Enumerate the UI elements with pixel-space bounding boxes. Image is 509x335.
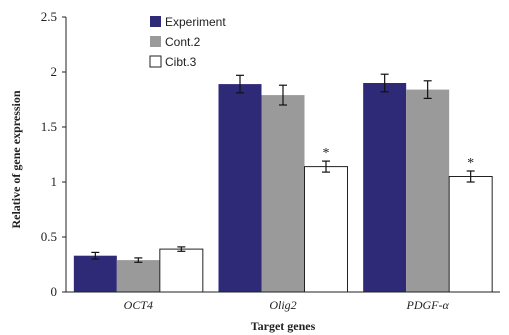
legend-swatch: [149, 55, 162, 68]
x-category-label: PDGF-α: [406, 298, 450, 312]
bar-cibt-3-1: [304, 166, 348, 293]
y-tick-label: 1: [51, 174, 58, 189]
legend-swatch: [150, 36, 161, 47]
bar-cont-2-2: [406, 89, 450, 292]
legend-swatch: [150, 16, 161, 27]
bar-cont-2-1: [261, 95, 305, 292]
legend-label: Cibt.3: [165, 55, 197, 69]
bar-cibt-3-0: [159, 248, 204, 293]
x-axis-title: Target genes: [251, 319, 316, 333]
bar-experiment-1: [218, 84, 262, 292]
x-axis-category-labels: OCT4 Olig2 PDGF-α: [124, 298, 450, 312]
y-tick-label: 1.5: [41, 119, 57, 134]
bar-cont-2-0: [116, 260, 160, 292]
y-tick-label: 0: [51, 284, 58, 299]
bar-cibt-3-2: [448, 176, 493, 293]
significance-markers: **: [323, 146, 475, 171]
x-category-label: OCT4: [124, 298, 153, 312]
y-tick-label: 2.5: [41, 9, 57, 24]
significance-star: *: [467, 156, 474, 171]
significance-star: *: [323, 146, 330, 161]
y-tick-label: 2: [51, 64, 58, 79]
legend: Experiment Cont.2 Cibt.3: [149, 15, 226, 69]
y-tick-label: 0.5: [41, 229, 57, 244]
y-axis-ticks: 0 0.5 1 1.5 2 2.5: [41, 9, 66, 299]
legend-label: Cont.2: [165, 35, 201, 49]
bar-marks: [73, 83, 493, 293]
bar-experiment-0: [73, 255, 117, 292]
bar-experiment-2: [363, 83, 407, 292]
x-category-label: Olig2: [269, 298, 296, 312]
y-axis-title: Relative of gene expression: [9, 90, 23, 228]
legend-label: Experiment: [165, 15, 226, 29]
error-bars: [91, 73, 475, 263]
